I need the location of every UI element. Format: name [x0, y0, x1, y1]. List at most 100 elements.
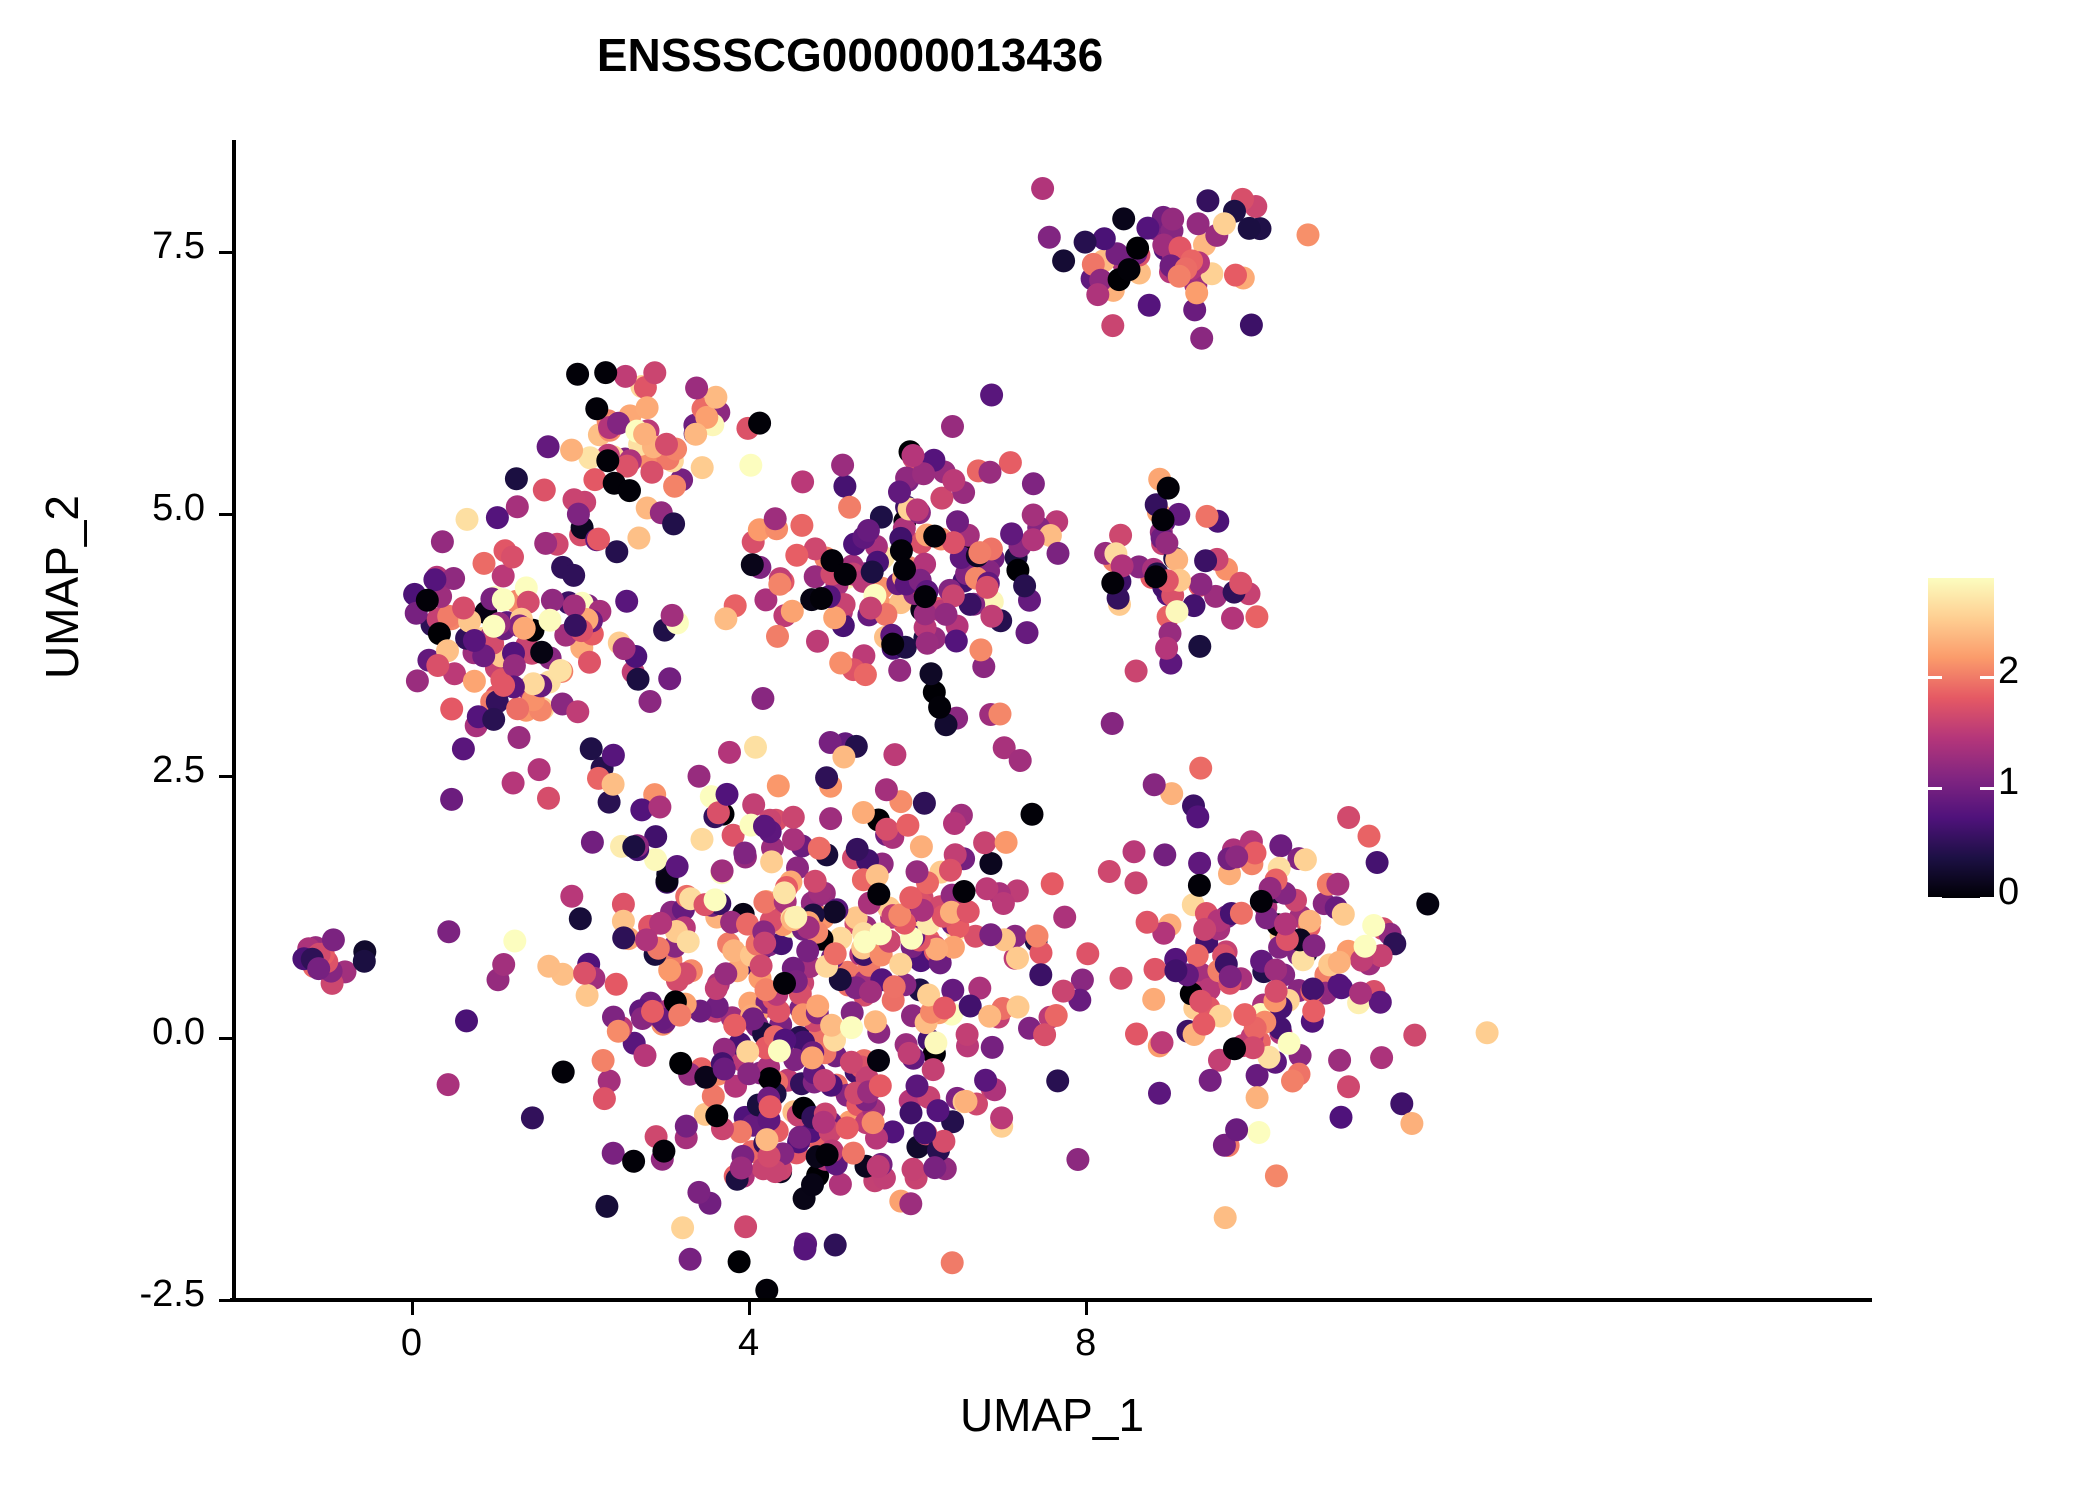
scatter-point: [415, 588, 439, 612]
scatter-point: [1329, 1105, 1353, 1129]
scatter-point: [1136, 216, 1160, 240]
scatter-point: [866, 1155, 890, 1178]
colorbar-tick-label: 1: [1998, 760, 2020, 803]
scatter-point: [939, 858, 962, 882]
scatter-point: [1052, 249, 1076, 273]
scatter-point: [1239, 313, 1263, 337]
x-axis-line: [230, 1298, 1872, 1302]
scatter-point: [694, 1065, 718, 1089]
scatter-point: [1101, 314, 1125, 338]
scatter-point: [676, 930, 700, 954]
scatter-point: [1164, 959, 1188, 983]
scatter-point: [1044, 1004, 1068, 1027]
scatter-point: [507, 726, 531, 749]
scatter-point: [601, 772, 625, 796]
scatter-point: [875, 817, 899, 841]
scatter-point: [998, 451, 1022, 475]
scatter-point: [307, 957, 331, 981]
scatter-point: [828, 1172, 852, 1196]
scatter-point: [740, 553, 764, 577]
scatter-point: [905, 860, 929, 884]
scatter-point: [859, 980, 882, 1004]
scatter-point: [597, 790, 621, 814]
scatter-point: [917, 983, 941, 1007]
scatter-point: [909, 835, 933, 859]
scatter-point: [644, 848, 668, 872]
scatter-point: [1218, 965, 1242, 989]
scatter-point: [832, 745, 856, 769]
scatter-point: [784, 905, 808, 929]
scatter-point: [1237, 216, 1261, 240]
scatter-point: [1144, 565, 1168, 589]
scatter-point: [451, 737, 475, 761]
scatter-point: [831, 453, 855, 477]
scatter-point: [1293, 848, 1317, 872]
scatter-point: [601, 743, 625, 767]
scatter-point: [430, 530, 454, 554]
scatter-point: [1245, 605, 1269, 629]
scatter-point: [1151, 508, 1175, 532]
scatter-point: [568, 907, 592, 931]
scatter-point: [1021, 472, 1045, 496]
scatter-point: [618, 479, 641, 503]
scatter-point: [819, 807, 843, 831]
scatter-point: [1160, 782, 1184, 806]
scatter-point: [932, 1129, 956, 1153]
scatter-point: [806, 629, 829, 653]
scatter-point: [1212, 1133, 1236, 1157]
scatter-point: [800, 1046, 824, 1070]
scatter-point: [767, 999, 791, 1023]
scatter-point: [622, 1149, 646, 1173]
scatter-point: [1212, 212, 1236, 236]
scatter-point: [980, 604, 1004, 628]
scatter-point: [1110, 554, 1134, 578]
scatter-point: [913, 602, 937, 626]
scatter-point: [928, 695, 952, 719]
scatter-point: [690, 827, 714, 851]
scatter-point: [436, 1073, 460, 1097]
colorbar-tick-mark: [1980, 897, 1994, 900]
scatter-point: [504, 467, 528, 491]
scatter-point: [812, 1110, 836, 1134]
scatter-point: [560, 438, 584, 462]
scatter-point: [1165, 600, 1189, 624]
scatter-point: [615, 589, 639, 613]
scatter-point: [1192, 1012, 1216, 1036]
scatter-point: [1013, 574, 1037, 598]
scatter-point: [1150, 1031, 1174, 1055]
scatter-point: [782, 827, 805, 851]
scatter-point: [615, 454, 639, 478]
x-tick-label: 8: [1075, 1322, 1097, 1364]
scatter-point: [1076, 942, 1100, 966]
scatter-point: [737, 1062, 761, 1086]
scatter-point: [1223, 1037, 1246, 1061]
scatter-point: [812, 1068, 836, 1092]
scatter-point: [1337, 1075, 1360, 1099]
scatter-point: [712, 1057, 736, 1081]
scatter-point: [1053, 905, 1077, 929]
scatter-point: [893, 557, 916, 581]
scatter-point: [722, 939, 746, 963]
scatter-point: [684, 422, 708, 446]
scatter-point: [442, 567, 466, 590]
scatter-point: [796, 939, 820, 963]
scatter-point: [1189, 572, 1213, 596]
scatter-point: [655, 432, 678, 456]
scatter-point: [1031, 177, 1055, 200]
scatter-point: [1040, 872, 1064, 896]
scatter-point: [1298, 909, 1322, 933]
scatter-point: [838, 495, 862, 519]
scatter-point: [899, 1192, 923, 1216]
scatter-point: [941, 978, 965, 1002]
scatter-point: [1416, 892, 1440, 916]
scatter-point: [1188, 634, 1212, 658]
scatter-point: [766, 624, 789, 648]
scatter-point: [583, 468, 607, 492]
scatter-point: [520, 1106, 544, 1130]
scatter-point: [729, 1156, 753, 1180]
scatter-point: [867, 882, 891, 906]
plot-panel: [232, 142, 1872, 1300]
scatter-point: [1100, 712, 1124, 735]
scatter-point: [883, 743, 907, 767]
scatter-point: [1328, 1048, 1352, 1072]
